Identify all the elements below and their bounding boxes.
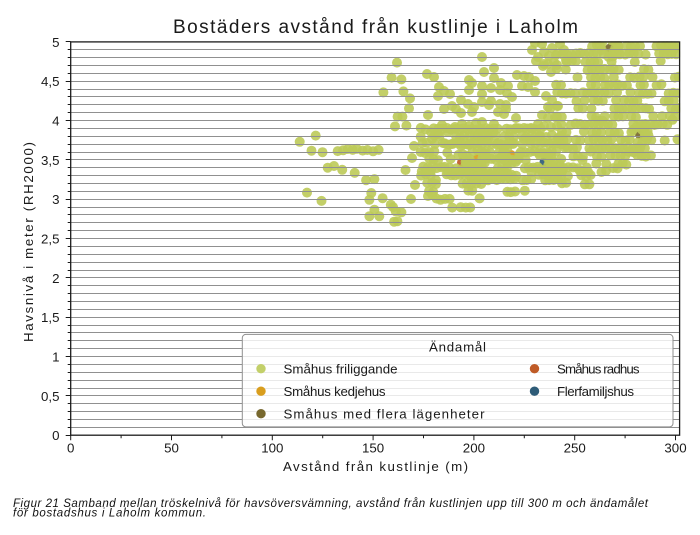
svg-text:3,5: 3,5 [41,153,60,168]
svg-text:250: 250 [564,441,586,456]
svg-text:4,5: 4,5 [41,74,60,89]
svg-text:2,5: 2,5 [41,232,60,247]
svg-text:1,5: 1,5 [41,310,60,325]
svg-text:för bostadshus i Laholm kommun: för bostadshus i Laholm kommun. [13,508,206,520]
svg-text:1: 1 [52,349,59,364]
svg-text:Avstånd från kustlinje (m): Avstånd från kustlinje (m) [283,459,468,474]
svg-text:Havsnivå i meter (RH2000): Havsnivå i meter (RH2000) [21,142,36,342]
svg-text:Flerfamiljshus: Flerfamiljshus [557,384,634,399]
svg-text:2: 2 [52,271,59,286]
svg-text:200: 200 [463,441,485,456]
svg-text:Småhus kedjehus: Småhus kedjehus [284,384,386,399]
svg-text:0: 0 [67,441,74,456]
svg-text:300: 300 [664,441,686,456]
svg-text:Småhus radhus: Småhus radhus [557,361,640,376]
svg-text:Småhus med flera lägenheter: Småhus med flera lägenheter [284,406,486,421]
svg-text:50: 50 [164,441,179,456]
svg-text:3: 3 [52,192,59,207]
svg-text:Ändamål: Ändamål [429,340,486,355]
svg-text:4: 4 [52,114,59,129]
svg-text:100: 100 [261,441,283,456]
svg-text:Småhus friliggande: Småhus friliggande [284,361,398,376]
svg-text:0: 0 [52,428,59,443]
svg-text:5: 5 [52,35,59,50]
svg-text:Figur 21 Samband mellan tröske: Figur 21 Samband mellan tröskelnivå för … [13,498,649,510]
svg-text:150: 150 [362,441,384,456]
svg-text:0,5: 0,5 [41,389,60,404]
